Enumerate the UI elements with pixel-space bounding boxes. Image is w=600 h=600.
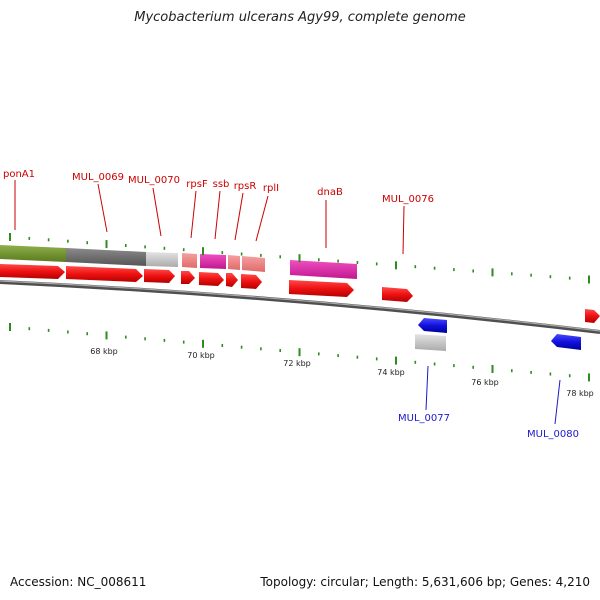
gene-edge-arrow (585, 309, 600, 323)
chromosome-backbone (0, 280, 600, 334)
cds-segment-green (0, 245, 66, 262)
cds-segment-dark (66, 248, 146, 266)
reverse-genes (418, 318, 581, 350)
label-MUL-0069: MUL_0069 (72, 172, 124, 183)
label-rplI: rplI (263, 183, 279, 194)
forward-gene-labels: ponA1 MUL_0069 MUL_0070 rpsF ssb rpsR rp… (3, 169, 434, 255)
leader-MUL-0076 (402, 205, 405, 255)
cds-segment-ssb (200, 254, 226, 269)
leader-rpsF (190, 190, 197, 239)
inner-tick-track (9, 323, 590, 382)
leader-MUL-0070 (152, 187, 162, 237)
label-MUL-0076: MUL_0076 (382, 194, 434, 205)
label-dnaB: dnaB (317, 187, 343, 198)
axis-label-78kbp: 78 kbp (566, 389, 594, 398)
axis-label-74kbp: 74 kbp (377, 368, 405, 377)
label-MUL-0077: MUL_0077 (398, 413, 450, 424)
label-ssb: ssb (213, 179, 230, 190)
cds-segment-MUL-0077 (415, 334, 446, 351)
axis-label-72kbp: 72 kbp (283, 359, 311, 368)
leader-ssb (214, 190, 221, 240)
forward-genes (0, 264, 600, 323)
leader-MUL-0080 (554, 379, 561, 425)
cds-segment-rplI (242, 256, 265, 272)
map-title: Mycobacterium ulcerans Agy99, complete g… (134, 10, 466, 25)
axis-label-70kbp: 70 kbp (187, 351, 215, 360)
leader-rplI (255, 195, 269, 242)
gene-dnaB-arrow (289, 280, 354, 297)
gene-ssb-arrow (199, 272, 224, 286)
label-MUL-0070: MUL_0070 (128, 175, 180, 186)
accession-text: Accession: NC_008611 (10, 575, 147, 589)
leader-rpsR (234, 192, 244, 241)
label-rpsF: rpsF (186, 179, 208, 190)
label-rpsR: rpsR (234, 181, 257, 192)
gene-MUL-0077-arrow (418, 318, 447, 333)
axis-label-76kbp: 76 kbp (471, 378, 499, 387)
chromosome-backbone-highlight (0, 280, 600, 332)
cds-segment-dnaB (290, 260, 357, 279)
gene-MUL-0076-arrow (382, 287, 413, 302)
gene-MUL-0069-arrow (66, 266, 143, 282)
leader-MUL-0069 (97, 183, 108, 233)
cds-segment-rpsR (228, 255, 240, 270)
outer-tick-track (9, 233, 590, 284)
gene-rplI-arrow (241, 274, 262, 289)
gene-ponA1-arrow (0, 264, 65, 279)
axis-labels: 68 kbp 70 kbp 72 kbp 74 kbp 76 kbp 78 kb… (90, 347, 594, 398)
cds-segment-rpsF (182, 253, 197, 268)
leader-MUL-0077 (425, 365, 429, 411)
gene-MUL-0080-arrow (551, 334, 581, 350)
axis-label-68kbp: 68 kbp (90, 347, 118, 356)
genome-summary-text: Topology: circular; Length: 5,631,606 bp… (260, 575, 590, 589)
gene-rpsF-arrow (181, 271, 195, 284)
cds-segment-light (146, 252, 178, 267)
gene-rpsR-arrow (226, 273, 238, 287)
reverse-gene-labels: MUL_0077 MUL_0080 (398, 365, 579, 440)
label-MUL-0080: MUL_0080 (527, 429, 579, 440)
gene-MUL-0070-arrow (144, 269, 175, 283)
cds-band (0, 245, 446, 351)
label-ponA1: ponA1 (3, 169, 35, 180)
